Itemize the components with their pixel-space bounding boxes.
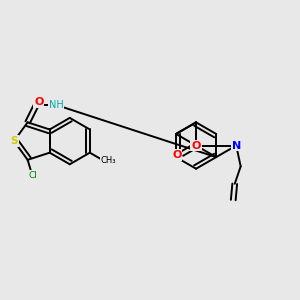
Text: CH₃: CH₃ [101, 156, 116, 165]
Text: S: S [10, 136, 18, 146]
Text: O: O [191, 140, 201, 151]
Text: O: O [34, 97, 44, 107]
Text: N: N [232, 140, 241, 151]
Text: O: O [172, 150, 182, 160]
Text: NH: NH [49, 100, 63, 110]
Text: Cl: Cl [28, 171, 37, 180]
